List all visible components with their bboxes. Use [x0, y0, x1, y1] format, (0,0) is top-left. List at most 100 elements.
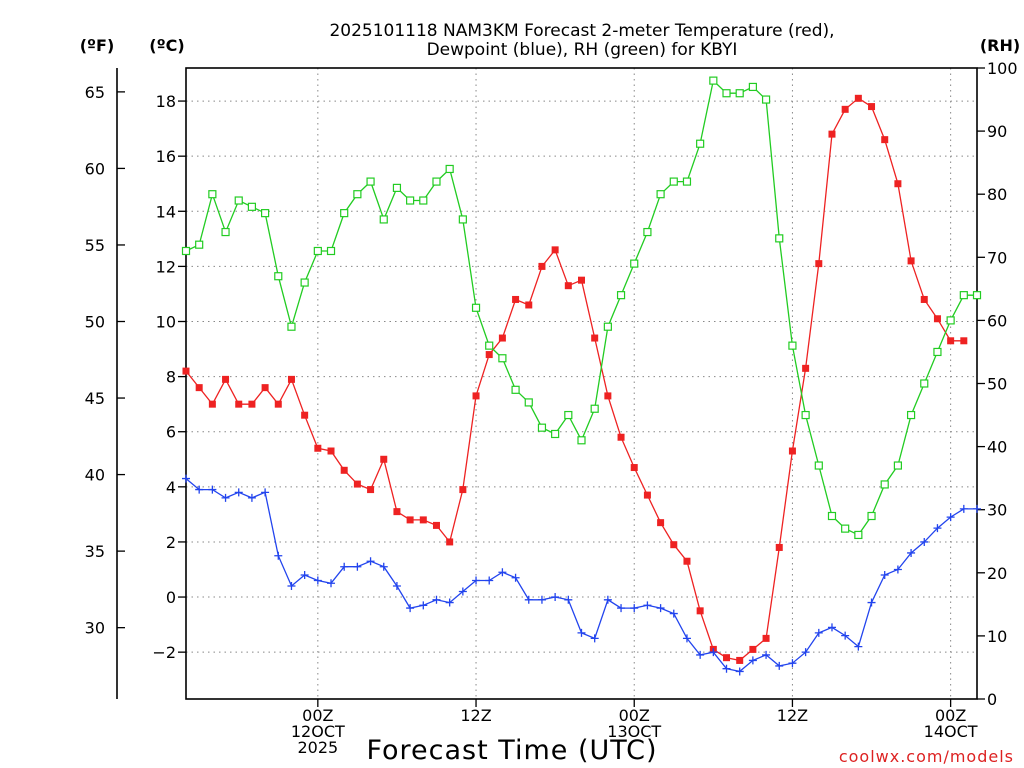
rh-point — [748, 82, 757, 92]
temperature-point — [657, 519, 665, 527]
celsius-tick-label: −2 — [152, 643, 176, 662]
rh-point — [577, 436, 586, 445]
rh-tick-label: 0 — [987, 690, 997, 709]
temperature-point — [868, 103, 876, 111]
temperature-point — [762, 634, 770, 642]
dewpoint-point — [564, 595, 573, 604]
rh-tick-label: 70 — [987, 248, 1007, 267]
temperature-point — [696, 607, 704, 615]
rh-point — [709, 76, 718, 85]
dewpoint-point — [432, 595, 441, 604]
temperature-point — [525, 301, 533, 309]
temperature-point — [314, 444, 322, 452]
fahrenheit-tick-label: 35 — [85, 542, 105, 561]
rh-point — [511, 385, 520, 394]
temperature-point — [933, 315, 941, 323]
temperature-point — [340, 466, 348, 474]
dewpoint-point — [261, 488, 270, 497]
chart-title-line1: 2025101118 NAM3KM Forecast 2-meter Tempe… — [329, 21, 834, 41]
temperature-point — [630, 464, 638, 472]
time-tick-label: 00Z — [935, 706, 966, 725]
dewpoint-point — [827, 623, 836, 632]
temperature-point — [551, 246, 559, 254]
temperature-point — [775, 543, 783, 551]
temperature-point — [432, 521, 440, 529]
rh-point — [524, 398, 533, 407]
temperature-point — [208, 400, 216, 408]
dewpoint-point — [195, 485, 204, 494]
temperature-point — [512, 295, 520, 303]
dewpoint-point — [524, 595, 533, 604]
temperature-point — [393, 508, 401, 516]
fahrenheit-axis-labels: 65 60 55 50 45 40 35 30 — [85, 83, 125, 638]
rh-point — [867, 511, 876, 521]
dewpoint-point — [893, 565, 902, 574]
celsius-tick-label: 14 — [156, 202, 176, 221]
x-axis-title: Forecast Time (UTC) — [366, 735, 657, 766]
rh-point — [616, 291, 626, 300]
temperature-point — [643, 491, 651, 499]
rh-tick-label: 10 — [987, 627, 1007, 646]
temperature-point — [802, 364, 810, 372]
temperature-point — [287, 375, 295, 383]
rh-point — [326, 246, 336, 256]
rh-point — [893, 461, 903, 470]
rh-tick-label: 30 — [987, 501, 1007, 520]
rh-point — [972, 291, 982, 300]
rh-point — [379, 215, 388, 224]
celsius-tick-label: 12 — [156, 257, 176, 276]
rh-point — [287, 322, 296, 331]
dewpoint-point — [247, 493, 256, 502]
rh-point — [313, 246, 322, 256]
chart-title-line2: Dewpoint (blue), RH (green) for KBYI — [427, 40, 738, 60]
unit-celsius-label: (ºC) — [149, 36, 184, 55]
rh-point — [234, 196, 243, 205]
dewpoint-point — [722, 664, 731, 673]
temperature-point — [182, 367, 190, 375]
temperature-point — [854, 94, 862, 102]
celsius-axis-labels: 18 16 14 12 10 8 6 4 2 0 −2 — [152, 92, 186, 662]
dewpoint-point — [445, 598, 454, 607]
dewpoint-point — [854, 642, 863, 651]
dewpoint-point — [841, 631, 850, 640]
dewpoint-point — [274, 551, 283, 560]
temperature-point — [578, 276, 585, 284]
rh-point — [392, 183, 402, 192]
temperature-point — [736, 656, 744, 664]
celsius-tick-label: 0 — [166, 588, 176, 607]
rh-point — [485, 341, 494, 350]
temperature-point — [274, 400, 282, 408]
dewpoint-point — [221, 493, 230, 502]
rh-tick-label: 90 — [987, 122, 1007, 141]
rh-point — [195, 240, 204, 249]
temperature-point — [380, 455, 388, 463]
dewpoint-point — [313, 576, 322, 585]
rh-point — [841, 524, 850, 533]
rh-point — [854, 530, 863, 540]
temperature-point — [485, 351, 493, 359]
rh-point — [959, 291, 968, 300]
credit-text: coolwx.com/models — [839, 747, 1014, 766]
dewpoint-point — [630, 604, 639, 613]
rh-point — [498, 354, 507, 363]
temperature-point — [235, 400, 243, 408]
rh-point — [458, 215, 467, 224]
rh-point — [788, 341, 797, 350]
dewpoint-point — [656, 604, 665, 613]
rh-point — [603, 322, 612, 331]
celsius-tick-label: 10 — [156, 313, 176, 332]
temperature-point — [538, 262, 546, 270]
dewpoint-point — [946, 513, 955, 522]
temperature-point — [406, 516, 414, 524]
temperature-point — [947, 337, 955, 345]
temperature-point — [907, 257, 915, 265]
temperature-point — [604, 392, 612, 400]
dewpoint-point — [511, 573, 520, 582]
rh-point — [181, 246, 191, 256]
rh-point — [340, 209, 349, 218]
temperature-point — [894, 180, 902, 188]
temperature-point — [815, 260, 823, 268]
fahrenheit-tick-label: 40 — [85, 466, 105, 485]
temperature-point — [960, 337, 968, 345]
